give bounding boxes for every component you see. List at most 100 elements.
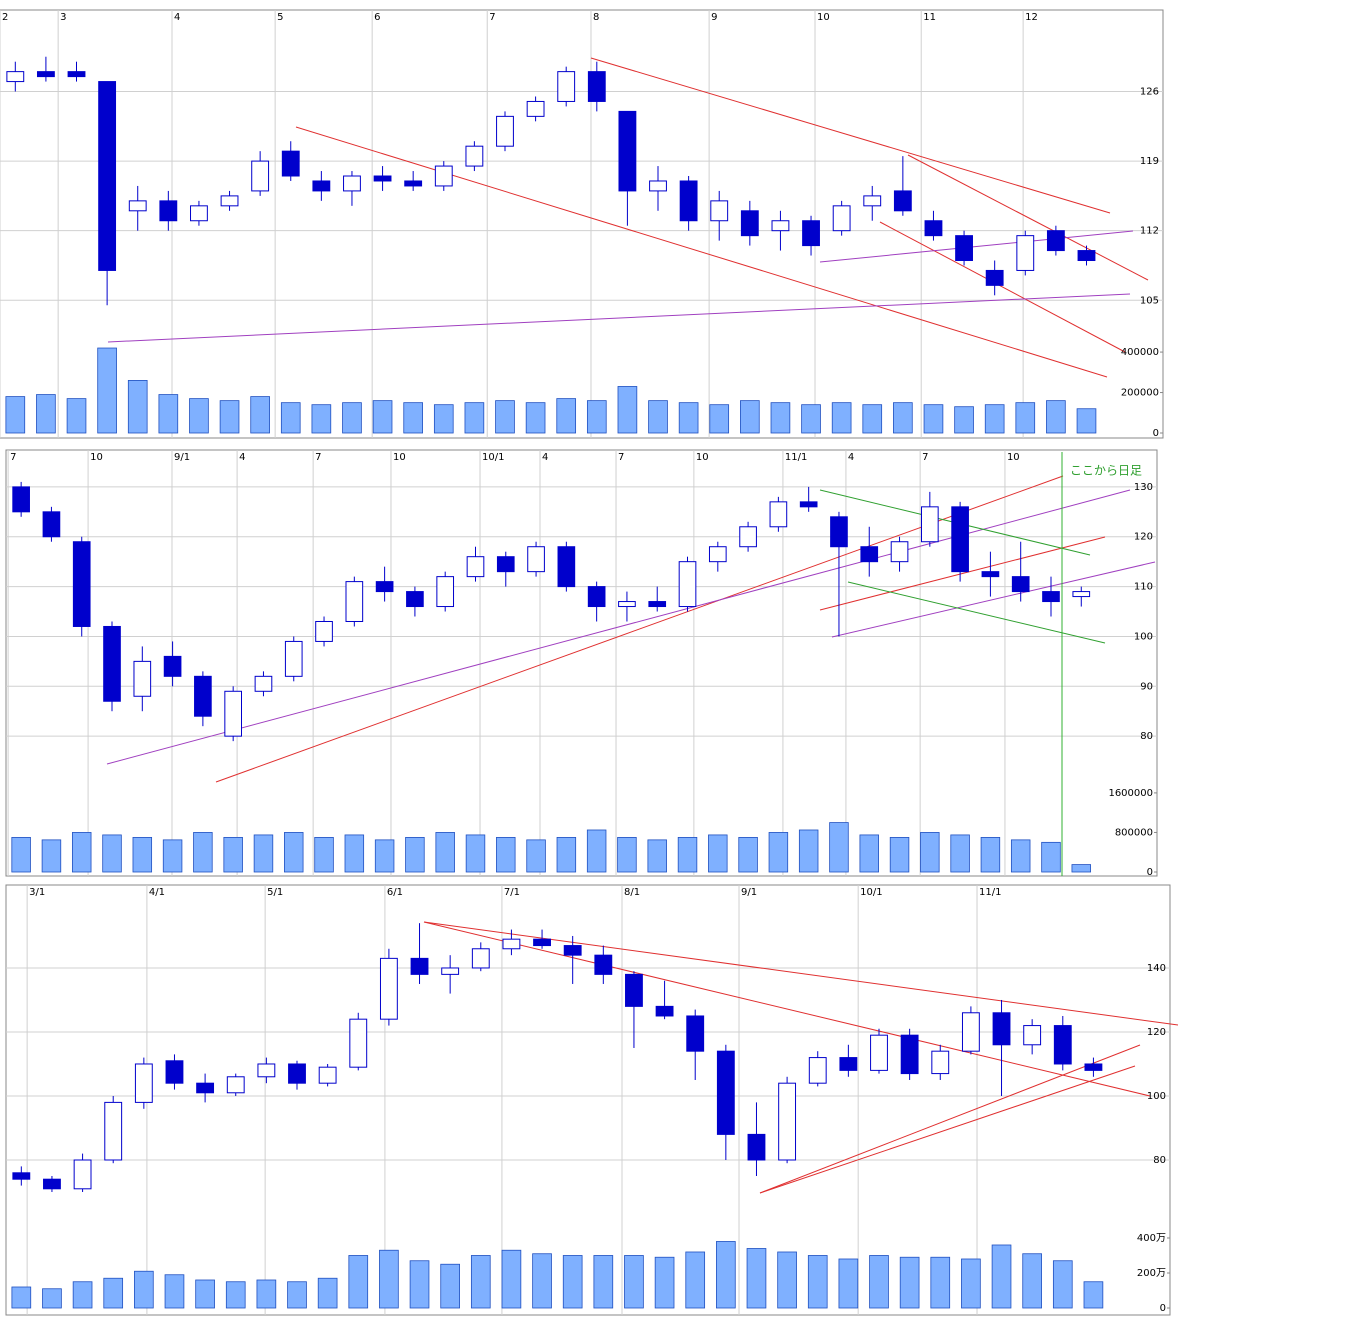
candle-body: [224, 690, 243, 737]
volume-bar: [127, 380, 148, 434]
candle-body: [860, 546, 879, 563]
candle-body: [373, 175, 392, 182]
candle-body: [465, 145, 484, 167]
trend-line: [106, 489, 1131, 765]
candle-body: [893, 190, 912, 212]
candle-body: [710, 200, 729, 222]
volume-bar: [11, 836, 31, 873]
candle-body: [1046, 230, 1065, 252]
volume-bar: [586, 829, 607, 873]
y-tick-label: 100: [1134, 631, 1153, 642]
volume-bar: [433, 404, 454, 434]
candle-body: [496, 115, 514, 147]
volume-bar: [409, 1260, 430, 1309]
candle-body: [104, 1101, 123, 1161]
candle-body: [12, 1172, 31, 1180]
x-tick-label: 4: [239, 452, 245, 463]
candle-body: [992, 1012, 1011, 1046]
volume-bar: [740, 400, 760, 434]
volume-bar: [348, 1255, 369, 1309]
x-tick-label: 11/1: [785, 452, 807, 463]
candle-body: [434, 165, 453, 187]
candle-body: [1023, 1025, 1042, 1046]
y-tick-label: 90: [1140, 681, 1153, 692]
trend-line: [423, 921, 1179, 1026]
y2-tick-label: 0: [1147, 867, 1153, 878]
candle-body: [716, 1050, 735, 1135]
volume-bar: [162, 839, 183, 873]
candle-body: [863, 195, 882, 207]
volume-bar: [284, 832, 304, 873]
x-tick-label: 5/1: [267, 887, 283, 898]
volume-bar: [526, 839, 546, 873]
candle-body: [1084, 1063, 1103, 1071]
candle-body: [318, 1066, 337, 1084]
volume-bar: [134, 1270, 154, 1309]
volume-bar: [158, 394, 179, 434]
x-tick-label: 7: [922, 452, 928, 463]
x-tick-label: 3: [60, 12, 66, 23]
candle-body: [251, 160, 270, 192]
candle-body: [981, 571, 1000, 578]
x-tick-label: 10: [696, 452, 709, 463]
annotation: ここから日足: [1070, 464, 1142, 478]
volume-bar: [984, 404, 1005, 434]
candle-body: [98, 81, 117, 271]
x-tick-label: 6: [374, 12, 380, 23]
volume-bar: [869, 1255, 889, 1309]
volume-bar: [132, 836, 153, 873]
candle-body: [771, 220, 790, 232]
trend-line: [831, 561, 1156, 638]
volume-bar: [435, 832, 455, 873]
candle-body: [808, 1057, 827, 1084]
volume-bar: [893, 402, 913, 434]
volume-bar: [920, 832, 940, 873]
candle-body: [134, 1063, 153, 1103]
candle-body: [67, 71, 86, 78]
x-tick-label: 4/1: [149, 887, 165, 898]
x-tick-label: 10: [817, 12, 830, 23]
volume-bar: [193, 832, 213, 873]
volume-bar: [532, 1253, 552, 1309]
candle-body: [281, 150, 300, 177]
x-tick-label: 9: [711, 12, 717, 23]
y2-tick-label: 1600000: [1108, 788, 1153, 799]
candle-body: [739, 526, 757, 548]
volume-bar: [838, 1258, 859, 1309]
candle-body: [832, 205, 851, 232]
candle-body: [1016, 235, 1035, 271]
candle-body: [441, 967, 460, 975]
volume-bar: [103, 1277, 124, 1309]
y2-tick-label: 0: [1153, 428, 1159, 439]
candle-body: [769, 501, 788, 528]
candle-body: [920, 506, 939, 543]
candle-body: [587, 586, 606, 608]
candle-body: [12, 486, 30, 513]
candle-body: [557, 546, 576, 588]
volume-bar: [708, 834, 728, 873]
candle-body: [404, 180, 423, 187]
volume-bar: [342, 402, 362, 434]
candle-body: [527, 546, 545, 573]
trend-line: [847, 581, 1106, 644]
trend-line: [759, 1065, 1136, 1194]
y-tick-label: 105: [1140, 295, 1159, 306]
volume-bar: [97, 347, 117, 434]
volume-bar: [709, 404, 730, 434]
volume-bar: [42, 1288, 62, 1309]
volume-bar: [654, 1256, 675, 1309]
candle-body: [747, 1133, 766, 1161]
volume-bar: [624, 1255, 644, 1309]
volume-bar: [102, 834, 122, 873]
volume-bar: [768, 832, 789, 873]
y-tick-label: 140: [1147, 963, 1166, 974]
candle-body: [254, 675, 273, 692]
candle-body: [1077, 250, 1096, 262]
candle-body: [931, 1050, 950, 1075]
candle-body: [496, 556, 515, 573]
candle-body: [679, 180, 698, 222]
trend-line: [295, 126, 1108, 378]
volume-bar: [930, 1256, 951, 1309]
volume-bar: [501, 1249, 522, 1309]
candle-body: [436, 576, 455, 608]
